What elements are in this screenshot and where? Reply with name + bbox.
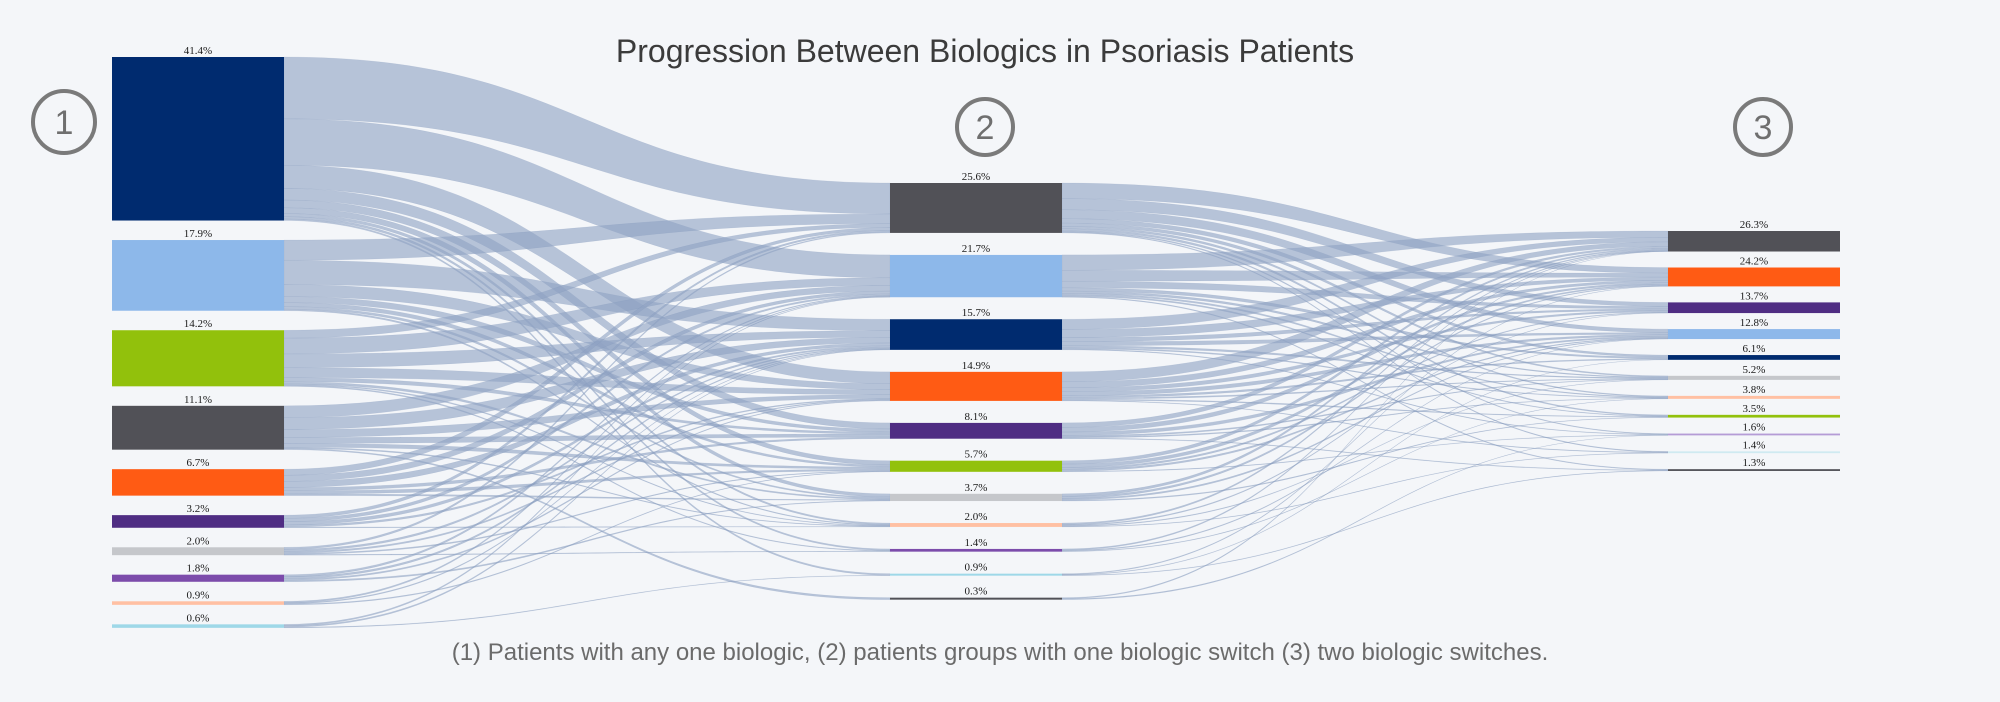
- node-label-stage2-3: 14.9%: [962, 360, 990, 372]
- chart-caption: (1) Patients with any one biologic, (2) …: [452, 639, 1549, 666]
- node-label-stage3-6: 3.8%: [1743, 384, 1766, 396]
- node-label-stage1-7: 1.8%: [187, 563, 210, 575]
- node-stage1-7: [112, 574, 284, 582]
- node-label-stage2-6: 3.7%: [965, 482, 988, 494]
- node-stage3-1: [1668, 267, 1840, 287]
- node-label-stage3-8: 1.6%: [1743, 422, 1766, 434]
- node-stage2-5: [890, 460, 1062, 472]
- node-stage3-9: [1668, 451, 1840, 454]
- node-label-stage1-9: 0.6%: [187, 612, 210, 624]
- node-stage3-3: [1668, 329, 1840, 340]
- stage-marker-2: 2: [955, 97, 1015, 157]
- flow-stage1-9-to-2: [283, 349, 891, 628]
- node-stage3-0: [1668, 231, 1840, 252]
- node-stage2-8: [890, 548, 1062, 552]
- node-label-stage1-2: 14.2%: [184, 318, 212, 330]
- stage-circle-1: [31, 89, 97, 155]
- node-label-stage1-0: 41.4%: [184, 45, 212, 57]
- node-label-stage3-9: 1.4%: [1743, 439, 1766, 451]
- node-stage2-7: [890, 523, 1062, 527]
- node-stage1-2: [112, 330, 284, 387]
- node-stage3-8: [1668, 433, 1840, 436]
- chart-title: Progression Between Biologics in Psorias…: [616, 33, 1354, 69]
- node-label-stage3-0: 26.3%: [1740, 219, 1768, 231]
- stage-marker-3: 3: [1733, 97, 1793, 157]
- node-stage1-0: [112, 57, 284, 221]
- node-label-stage3-1: 24.2%: [1740, 256, 1768, 268]
- node-label-stage2-7: 2.0%: [965, 511, 988, 523]
- stage-marker-1: 1: [31, 89, 97, 155]
- node-stage1-1: [112, 240, 284, 311]
- node-label-stage1-5: 3.2%: [187, 503, 210, 515]
- node-label-stage1-6: 2.0%: [187, 535, 210, 547]
- node-label-stage2-9: 0.9%: [965, 562, 988, 574]
- node-stage3-2: [1668, 302, 1840, 314]
- node-label-stage1-8: 0.9%: [187, 589, 210, 601]
- stage-number-3: 3: [1754, 109, 1773, 147]
- node-label-stage2-2: 15.7%: [962, 307, 990, 319]
- node-stage2-10: [890, 597, 1062, 600]
- node-label-stage1-4: 6.7%: [187, 457, 210, 469]
- node-label-stage2-10: 0.3%: [965, 586, 988, 598]
- node-stage1-6: [112, 547, 284, 556]
- node-label-stage1-1: 17.9%: [184, 228, 212, 240]
- node-stage1-5: [112, 515, 284, 528]
- node-label-stage2-0: 25.6%: [962, 171, 990, 183]
- node-stage2-2: [890, 319, 1062, 350]
- node-stage1-9: [112, 624, 284, 628]
- node-label-stage2-4: 8.1%: [965, 411, 988, 423]
- flow-stage2-10-to-8: [1061, 435, 1669, 600]
- node-label-stage3-5: 5.2%: [1743, 364, 1766, 376]
- node-stage3-10: [1668, 469, 1840, 471]
- node-stage2-9: [890, 573, 1062, 576]
- stage-number-2: 2: [976, 109, 995, 147]
- node-stage3-6: [1668, 395, 1840, 399]
- node-label-stage1-3: 11.1%: [184, 394, 212, 406]
- flow-stage2-8-to-6: [1061, 398, 1669, 552]
- flow-stage2-4-to-0: [1061, 246, 1669, 428]
- node-label-stage2-8: 1.4%: [965, 537, 988, 549]
- node-stage3-4: [1668, 355, 1840, 360]
- node-label-stage3-10: 1.3%: [1743, 457, 1766, 469]
- node-label-stage2-5: 5.7%: [965, 449, 988, 461]
- links-layer: [283, 56, 1669, 629]
- node-label-stage3-3: 12.8%: [1740, 317, 1768, 329]
- node-label-stage3-7: 3.5%: [1743, 403, 1766, 415]
- node-stage1-3: [112, 405, 284, 450]
- stage-number-1: 1: [55, 104, 74, 142]
- node-stage1-8: [112, 601, 284, 605]
- nodes-layer: [112, 57, 1840, 628]
- node-stage2-1: [890, 254, 1062, 298]
- labels-layer: 41.4% 17.9% 14.2% 11.1% 6.7% 3.2% 2.0% 1.8% 0.9%…: [184, 45, 1768, 624]
- node-stage3-7: [1668, 414, 1840, 418]
- node-label-stage2-1: 21.7%: [962, 243, 990, 255]
- node-stage2-4: [890, 422, 1062, 439]
- node-stage1-4: [112, 469, 284, 496]
- node-stage3-5: [1668, 375, 1840, 380]
- node-stage2-6: [890, 493, 1062, 502]
- node-stage2-3: [890, 371, 1062, 401]
- stage-circle-2: [955, 97, 1015, 157]
- stage-circle-3: [1733, 97, 1793, 157]
- node-label-stage3-4: 6.1%: [1743, 343, 1766, 355]
- node-label-stage3-2: 13.7%: [1740, 290, 1768, 302]
- node-stage2-0: [890, 183, 1062, 233]
